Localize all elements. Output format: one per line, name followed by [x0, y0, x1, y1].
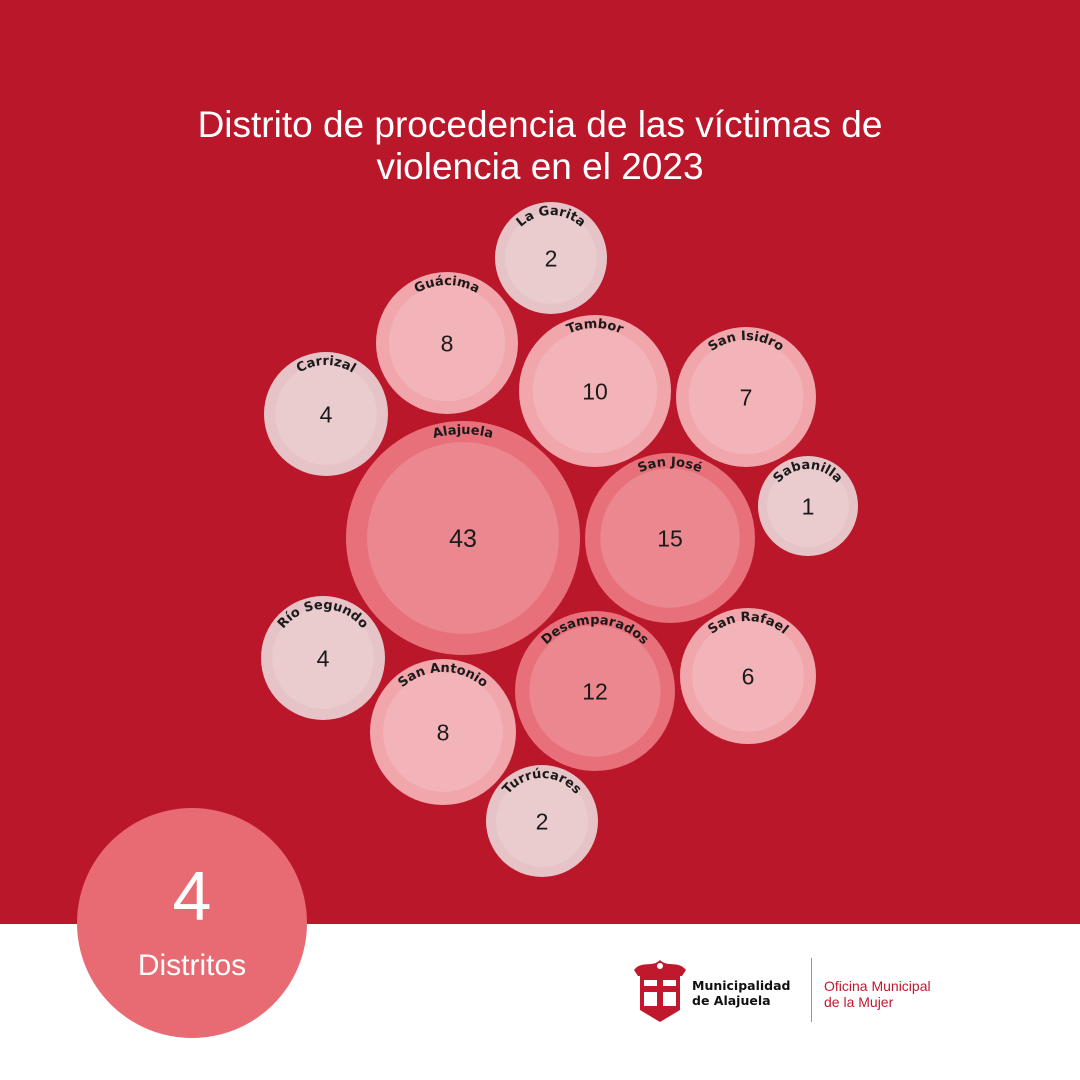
bubble-label-san-jose: San José	[636, 455, 705, 476]
chart-title-line-1: Distrito de procedencia de las víctimas …	[197, 104, 883, 145]
municipality-name-line-1: Municipalidad	[692, 978, 791, 993]
bubble-label-guacima: Guácima	[412, 274, 482, 297]
bubble-circle-san-isidro	[676, 327, 816, 467]
bubble-circle-la-garita	[495, 202, 607, 314]
footer-divider	[811, 958, 812, 1022]
municipality-name: Municipalidad de Alajuela	[692, 978, 812, 1008]
bubble-inner-rio-segundo	[272, 607, 374, 709]
bubble-inner-carrizal	[275, 363, 377, 465]
bubble-label-carrizal: Carrizal	[294, 354, 358, 376]
office-name-line-1: Oficina Municipal	[824, 978, 931, 994]
chart-title: Distrito de procedencia de las víctimas …	[90, 104, 990, 188]
bubble-inner-san-isidro	[688, 339, 804, 455]
bubble-circle-san-rafael	[680, 608, 816, 744]
bubble-value-san-rafael: 6	[742, 663, 755, 689]
office-name: Oficina Municipal de la Mujer	[824, 978, 1024, 1010]
bubble-circle-san-jose	[585, 453, 755, 623]
bubble-circle-alajuela	[346, 421, 580, 655]
bubble-circle-guacima	[376, 272, 518, 414]
bubble-inner-turrucares	[496, 775, 588, 867]
bubble-value-desamparados: 12	[582, 678, 608, 704]
bubble-inner-san-jose	[600, 468, 740, 608]
bubble-inner-guacima	[388, 284, 506, 402]
bubble-la-garita: 2La Garita	[495, 202, 607, 314]
office-name-line-2: de la Mujer	[824, 994, 894, 1010]
bubble-value-tambor: 10	[582, 378, 608, 404]
bubble-circle-tambor	[519, 315, 671, 467]
bubble-value-alajuela: 43	[449, 525, 477, 553]
chart-title-line-2: violencia en el 2023	[376, 146, 704, 187]
bubble-value-la-garita: 2	[545, 245, 558, 271]
district-count-badge: 4 Distritos	[77, 808, 307, 1038]
bubble-tambor: 10 Tambor	[519, 315, 671, 467]
bubble-label-tambor: Tambor	[565, 317, 626, 338]
district-count-label: Distritos	[137, 949, 247, 982]
bubble-inner-san-antonio	[383, 672, 503, 792]
bubble-inner-alajuela	[367, 442, 559, 634]
bubble-inner-desamparados	[529, 625, 661, 757]
bubble-circle-carrizal	[264, 352, 388, 476]
bubble-value-guacima: 8	[441, 330, 454, 356]
bubble-circle-sabanilla	[758, 456, 858, 556]
bubble-san-jose: 15 San José	[585, 453, 755, 623]
municipal-shield-icon	[634, 960, 686, 1022]
bubble-value-carrizal: 4	[320, 401, 333, 427]
bubble-inner-sabanilla	[767, 465, 849, 547]
bubble-inner-la-garita	[505, 212, 597, 304]
bubble-value-turrucares: 2	[536, 808, 549, 834]
bubble-value-san-antonio: 8	[437, 719, 450, 745]
bubble-circle-rio-segundo	[261, 596, 385, 720]
bubble-value-rio-segundo: 4	[317, 645, 330, 671]
district-count-number: 4	[172, 857, 212, 935]
bubble-circle-desamparados	[515, 611, 675, 771]
bubble-value-san-isidro: 7	[740, 384, 753, 410]
bubble-circle-turrucares	[486, 765, 598, 877]
bubble-value-san-jose: 15	[657, 525, 683, 551]
municipality-name-line-2: de Alajuela	[692, 993, 771, 1008]
bubble-inner-tambor	[532, 328, 658, 454]
bubble-value-sabanilla: 1	[802, 493, 815, 519]
bubble-circle-san-antonio	[370, 659, 516, 805]
bubble-guacima: 8 Guácima	[376, 272, 518, 414]
bubble-carrizal: 4 Carrizal	[264, 352, 388, 476]
bubble-inner-san-rafael	[692, 620, 804, 732]
